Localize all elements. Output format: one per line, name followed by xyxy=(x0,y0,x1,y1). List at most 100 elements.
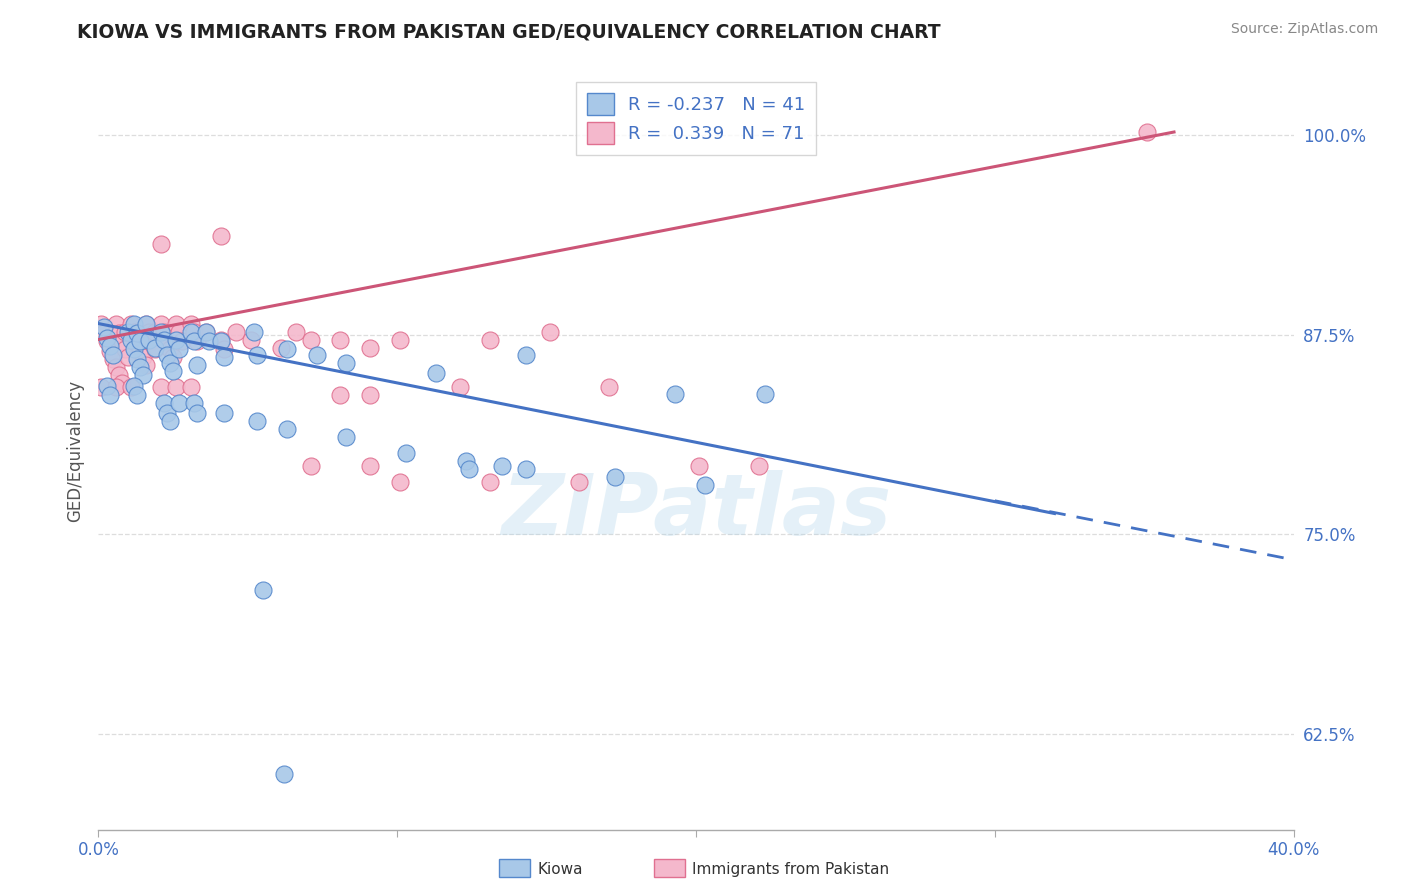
Point xyxy=(117,325,139,339)
Point xyxy=(127,351,149,366)
Point xyxy=(150,325,173,339)
Point xyxy=(114,325,136,339)
Point xyxy=(359,388,381,402)
Point xyxy=(209,334,232,348)
Point xyxy=(270,341,292,355)
Point xyxy=(150,380,173,394)
Point xyxy=(243,325,266,339)
Point xyxy=(138,333,160,347)
Point xyxy=(165,333,187,347)
Point xyxy=(209,333,232,347)
Point xyxy=(425,366,447,380)
Point xyxy=(159,356,181,370)
Point xyxy=(153,396,176,410)
Point xyxy=(96,331,118,345)
Point xyxy=(98,388,122,402)
Point xyxy=(395,446,418,460)
Point xyxy=(143,325,166,339)
Point xyxy=(299,333,322,347)
Point xyxy=(183,396,205,410)
Y-axis label: GED/Equivalency: GED/Equivalency xyxy=(66,379,84,522)
Point xyxy=(141,334,163,348)
Point xyxy=(454,454,477,468)
Point xyxy=(127,388,149,402)
Point xyxy=(389,475,412,489)
Point xyxy=(449,380,471,394)
Point xyxy=(156,349,179,363)
Point xyxy=(124,325,146,339)
Point xyxy=(111,376,134,390)
Point xyxy=(305,349,328,363)
Point xyxy=(167,396,190,410)
Point xyxy=(105,380,128,394)
Point xyxy=(165,317,187,331)
Text: ZIPatlas: ZIPatlas xyxy=(501,469,891,553)
Text: Kiowa: Kiowa xyxy=(537,863,582,877)
Point xyxy=(299,458,322,473)
Point xyxy=(186,334,208,348)
Point xyxy=(478,333,501,347)
Point xyxy=(153,333,176,347)
Point xyxy=(183,334,205,348)
Point xyxy=(129,333,152,347)
Point xyxy=(156,406,179,420)
Point xyxy=(180,380,202,394)
Point xyxy=(150,317,173,331)
Point xyxy=(198,334,221,348)
Point xyxy=(103,351,125,366)
Point xyxy=(132,350,155,364)
Point xyxy=(96,334,118,348)
Point xyxy=(108,368,131,382)
Point xyxy=(186,406,208,420)
Point xyxy=(748,458,770,473)
Point xyxy=(284,325,307,339)
Point xyxy=(693,477,716,491)
Point xyxy=(252,583,274,598)
Point xyxy=(605,470,627,484)
Point xyxy=(538,325,561,339)
Point xyxy=(114,342,136,356)
Point xyxy=(212,406,235,420)
Point xyxy=(143,341,166,355)
Point xyxy=(165,380,187,394)
Point xyxy=(143,342,166,356)
Point xyxy=(156,334,179,348)
Point xyxy=(598,380,620,394)
Point xyxy=(491,458,513,473)
Point xyxy=(273,766,295,780)
Point xyxy=(124,317,146,331)
Point xyxy=(209,228,232,243)
Text: Immigrants from Pakistan: Immigrants from Pakistan xyxy=(692,863,889,877)
Point xyxy=(127,334,149,348)
Point xyxy=(212,342,235,356)
Point xyxy=(276,422,298,436)
Point xyxy=(335,430,357,444)
Point xyxy=(478,475,501,489)
Point xyxy=(246,414,269,428)
Point xyxy=(135,317,157,331)
Point xyxy=(96,379,118,393)
Point xyxy=(458,462,481,476)
Point xyxy=(117,350,139,364)
Point xyxy=(688,458,710,473)
Point xyxy=(127,326,149,340)
Point xyxy=(135,317,157,331)
Point xyxy=(568,475,591,489)
Point xyxy=(276,342,298,356)
Point xyxy=(515,462,537,476)
Point xyxy=(120,317,142,331)
Point xyxy=(389,333,412,347)
Point xyxy=(246,349,269,363)
Point xyxy=(664,386,686,401)
Point xyxy=(359,458,381,473)
Point xyxy=(754,386,776,401)
Point xyxy=(195,325,218,339)
Point xyxy=(813,857,835,871)
Point xyxy=(195,325,218,339)
Text: KIOWA VS IMMIGRANTS FROM PAKISTAN GED/EQUIVALENCY CORRELATION CHART: KIOWA VS IMMIGRANTS FROM PAKISTAN GED/EQ… xyxy=(77,22,941,41)
Point xyxy=(515,349,537,363)
Point xyxy=(329,333,352,347)
Point xyxy=(98,339,122,353)
Point xyxy=(1136,125,1159,139)
Point xyxy=(98,343,122,358)
